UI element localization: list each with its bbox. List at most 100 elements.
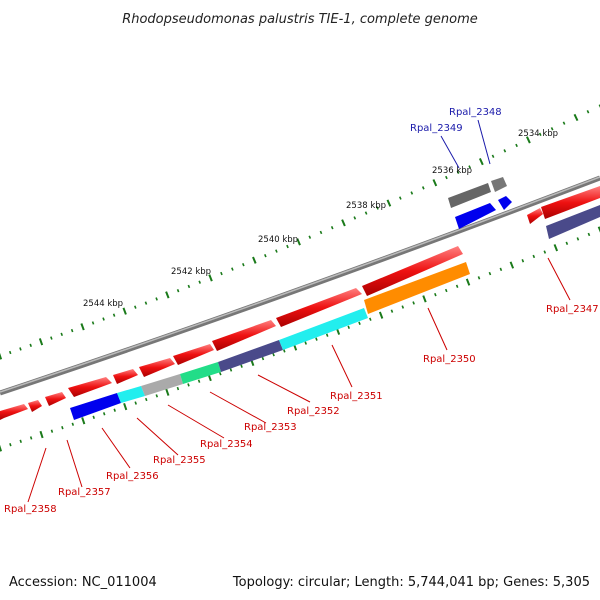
cds-bar-cyan [279,308,368,350]
tick-mark [29,343,32,348]
tick-mark [515,143,518,148]
tick-label: 2538 kbp [346,201,386,211]
tick-mark [565,241,569,245]
gene-label[interactable]: Rpal_2351 [330,391,383,402]
tick-mark [165,388,170,396]
tick-mark [197,379,201,383]
tick-mark [264,253,267,258]
cds-arrow [0,404,28,420]
gene-label[interactable]: Rpal_2354 [200,439,253,450]
leader-line [331,344,353,388]
tick-mark [503,149,507,153]
leader-line [27,447,47,503]
tick-mark [330,225,334,230]
tick-mark [252,256,257,264]
gene-label[interactable]: Rpal_2349 [410,123,463,134]
cds-bar-navy [546,205,600,239]
leader-line [477,119,491,165]
tick-mark [553,244,559,252]
gene-label[interactable]: Rpal_2357 [58,487,111,498]
tick-mark [444,288,448,293]
tick-mark [386,199,392,207]
cds-arrow [68,377,112,397]
tick-mark [155,394,159,398]
cds-bar-navy [218,340,283,372]
tick-mark [353,216,357,220]
tick-mark [144,301,148,305]
map-title: Rhodopseudomonas palustris TIE-1, comple… [122,12,478,27]
tick-mark [92,415,95,419]
tick-mark [0,444,3,452]
tick-mark [145,397,148,402]
tick-mark [198,280,202,284]
tick-mark [532,254,536,259]
tick-mark [275,249,278,253]
gene-label[interactable]: Rpal_2350 [423,354,476,365]
tick-mark [499,267,503,272]
tick-mark [478,158,484,166]
tick-mark [491,154,495,158]
cds-bar-darkgrey [491,177,507,192]
tick-mark [456,170,460,174]
tick-mark [562,121,566,125]
tick-label: 2536 kbp [432,166,472,176]
tick-mark [587,232,591,237]
tick-mark [176,386,180,391]
cds-arrow-blue [498,196,512,210]
accession-text: Accession: NC_011004 [9,575,157,590]
tick-mark [112,313,116,317]
leader-line [209,391,267,424]
gene-label[interactable]: Rpal_2355 [153,455,206,466]
reverse-strand-cds [70,205,600,420]
tick-mark [102,317,105,321]
gene-label[interactable]: Rpal_2352 [287,406,340,417]
tick-mark [521,259,525,263]
leader-line [167,404,225,439]
gene-labels: Rpal_2348 Rpal_2349 Rpal_2347 Rpal_2350 … [4,107,599,515]
tick-mark [231,267,234,271]
tick-mark [134,401,137,405]
cds-arrow [527,208,543,224]
tick-mark [187,284,191,289]
cds-arrow [113,369,138,384]
cds-bar-darkgrey [448,183,491,208]
tick-mark [240,364,243,368]
tick-mark [550,127,554,131]
tick-mark [398,196,402,200]
tick-mark [477,276,481,280]
tick-mark [80,323,85,331]
tick-mark [465,278,471,286]
tick-mark [304,341,307,345]
tick-mark [38,338,44,346]
tick-mark [91,321,95,325]
tick-mark [468,165,472,169]
gene-label[interactable]: Rpal_2358 [4,504,57,515]
tick-label: 2534 kbp [518,129,558,139]
leader-line [257,374,311,403]
leader-line [136,417,179,456]
tick-mark [39,430,44,439]
gene-label[interactable]: Rpal_2353 [244,422,297,433]
gene-label[interactable]: Rpal_2348 [449,107,502,118]
tick-mark [543,250,547,254]
cds-bar-orange [364,262,470,314]
tick-mark [286,244,289,249]
gene-label[interactable]: Rpal_2347 [546,304,599,315]
tick-mark [81,417,86,425]
tick-mark [122,307,127,315]
cds-arrow [28,400,42,412]
tick-mark [283,349,286,353]
tick-mark [102,412,106,416]
cds-bar-blue [70,393,121,420]
cds-arrow-blue [455,203,496,229]
tick-labels: 2534 kbp 2536 kbp 2538 kbp 2540 kbp 2542… [83,129,558,309]
tick-mark [422,295,427,303]
gene-label[interactable]: Rpal_2356 [106,471,159,482]
tick-mark [325,333,329,337]
tick-mark [434,292,437,297]
tick-label: 2542 kbp [171,267,211,277]
genome-backbone-highlight [0,176,600,393]
tick-mark [445,175,448,180]
leader-line [101,427,131,469]
